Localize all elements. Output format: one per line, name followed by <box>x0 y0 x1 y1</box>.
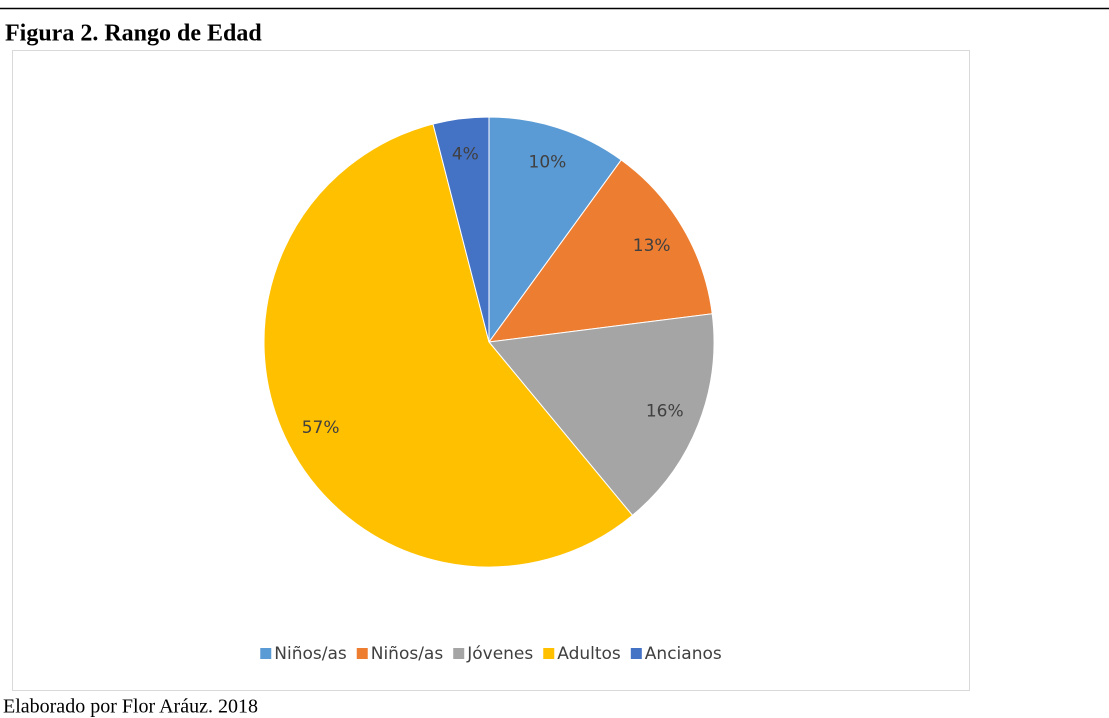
figure-title: Figura 2. Rango de Edad <box>5 21 262 47</box>
legend-swatch <box>543 648 555 659</box>
legend-label: Niños/as <box>371 644 444 664</box>
data-label: 4% <box>452 144 479 164</box>
data-label: 16% <box>646 402 684 422</box>
pie-slice <box>432 116 490 343</box>
caption: Elaborado por Flor Aráuz. 2018 <box>3 696 258 718</box>
pie-slice <box>263 123 634 568</box>
legend-swatch <box>630 648 642 659</box>
legend-swatch <box>453 648 465 659</box>
data-label: 57% <box>302 418 340 438</box>
pie-slice <box>487 159 713 343</box>
legend-label: Ancianos <box>645 644 722 664</box>
data-label: 10% <box>529 152 567 172</box>
legend-swatch <box>356 648 368 659</box>
legend-label: Jóvenes <box>466 644 533 664</box>
pie-slice <box>488 313 715 517</box>
legend-label: Adultos <box>557 644 621 664</box>
legend-label: Niños/as <box>274 644 347 664</box>
legend-swatch <box>260 648 272 659</box>
pie-slice <box>488 116 622 344</box>
data-label: 13% <box>633 236 671 256</box>
